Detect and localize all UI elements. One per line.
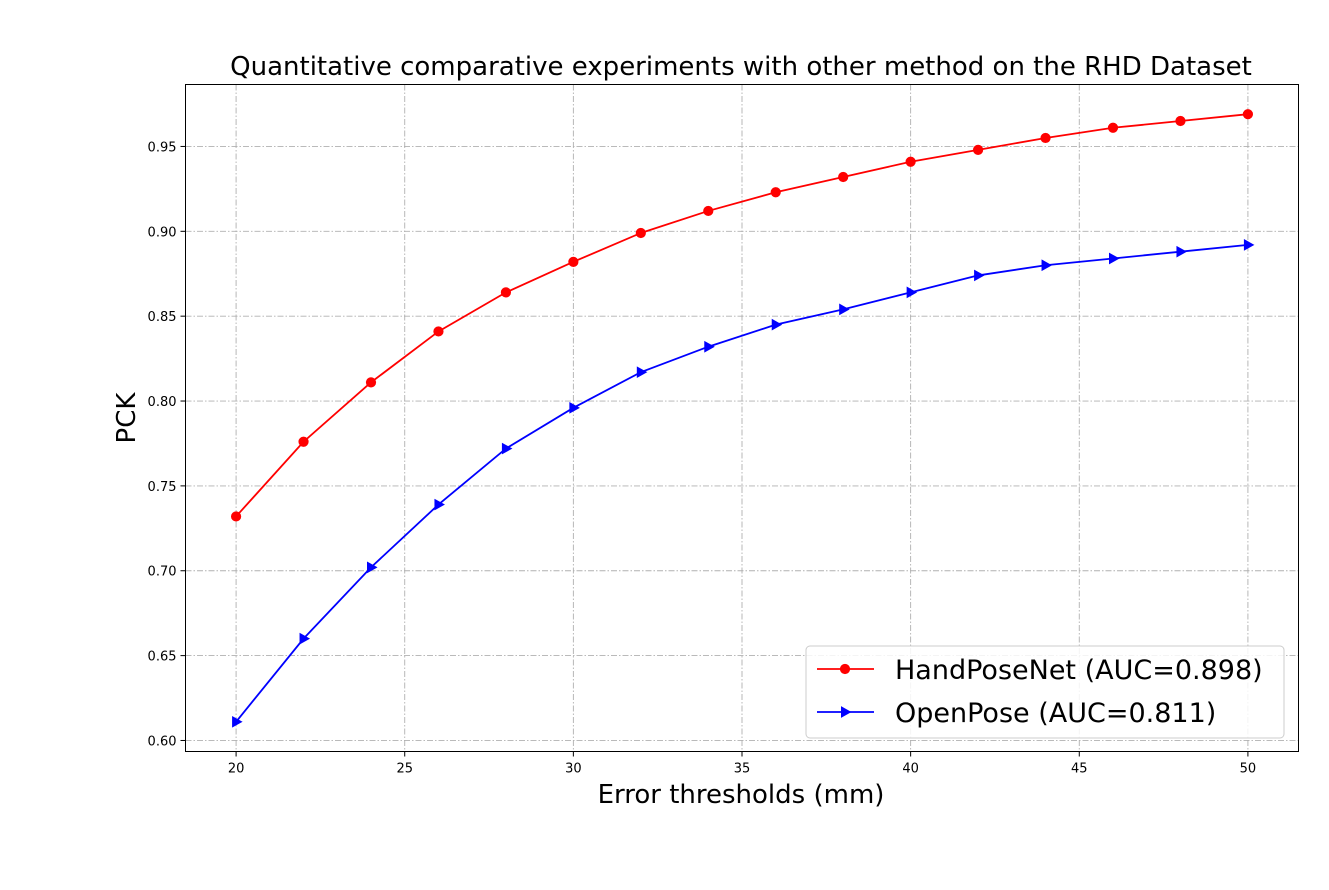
data-point [232, 715, 243, 728]
data-point [704, 340, 715, 353]
y-tick-label: 0.65 [148, 650, 177, 665]
data-point [1107, 122, 1119, 133]
legend: HandPoseNet (AUC=0.898) OpenPose (AUC=0.8… [805, 645, 1285, 739]
x-tick-label: 35 [734, 762, 751, 777]
legend-marker [839, 663, 851, 675]
data-point [974, 269, 985, 282]
data-point [906, 286, 918, 299]
data-point [367, 561, 378, 574]
series-2 [232, 239, 1255, 728]
legend-marker [841, 706, 852, 718]
legend-box [805, 645, 1285, 739]
data-point [433, 326, 444, 337]
y-tick-label: 0.85 [148, 310, 177, 325]
series-line [235, 113, 1248, 518]
data-point [703, 205, 714, 217]
series-1 [230, 109, 1254, 522]
data-point [501, 442, 513, 455]
x-tick-label: 20 [228, 762, 245, 777]
y-tick-label: 0.70 [148, 565, 177, 580]
x-tick-label: 45 [1071, 762, 1088, 777]
x-tick-label: 25 [396, 762, 413, 777]
data-point [299, 632, 311, 645]
x-tick-label: 50 [1240, 762, 1257, 777]
data-point [568, 256, 579, 267]
x-tick-label: 30 [565, 762, 582, 777]
y-tick-label: 0.90 [148, 225, 177, 240]
data-point [1243, 239, 1255, 251]
y-axis-label: PCK [112, 392, 142, 444]
axis-ticks: 20 25 30 35 40 45 50 0.60 0.65 0.70 0.75 0.80 0.85 0.… [148, 140, 1257, 776]
data-point [1041, 259, 1053, 272]
data-point [1040, 132, 1051, 144]
data-point [365, 377, 377, 388]
data-point [839, 303, 850, 316]
series-line [235, 243, 1248, 723]
data-point [1176, 245, 1187, 258]
data-point [905, 156, 916, 167]
data-point [771, 318, 783, 331]
data-point [230, 511, 242, 522]
y-tick-label: 0.80 [148, 395, 177, 410]
legend-label: HandPoseNet (AUC=0.898) [895, 655, 1263, 686]
data-point [635, 227, 646, 239]
legend-label: OpenPose (AUC=0.811) [895, 698, 1216, 729]
y-tick-label: 0.95 [148, 140, 177, 155]
data-point [1109, 252, 1120, 265]
data-point [434, 498, 445, 511]
data-series [230, 109, 1255, 728]
data-point [636, 366, 648, 379]
data-point [1175, 115, 1186, 127]
data-point [838, 171, 849, 183]
data-point [1242, 109, 1254, 120]
x-tick-label: 40 [902, 762, 919, 777]
data-point [770, 187, 781, 198]
y-tick-label: 0.60 [148, 734, 177, 749]
x-axis-label: Error thresholds (mm) [598, 780, 885, 810]
data-point [500, 287, 512, 298]
data-point [972, 144, 984, 155]
data-point [298, 436, 309, 447]
y-tick-label: 0.75 [148, 480, 177, 495]
chart-title: Quantitative comparative experiments wit… [230, 52, 1252, 82]
data-point [569, 401, 580, 414]
